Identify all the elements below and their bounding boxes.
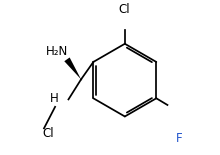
Polygon shape	[64, 58, 81, 79]
Text: H: H	[50, 92, 59, 105]
Text: Cl: Cl	[42, 127, 54, 140]
Text: F: F	[176, 132, 183, 145]
Text: H₂N: H₂N	[46, 45, 68, 58]
Text: Cl: Cl	[118, 3, 130, 16]
